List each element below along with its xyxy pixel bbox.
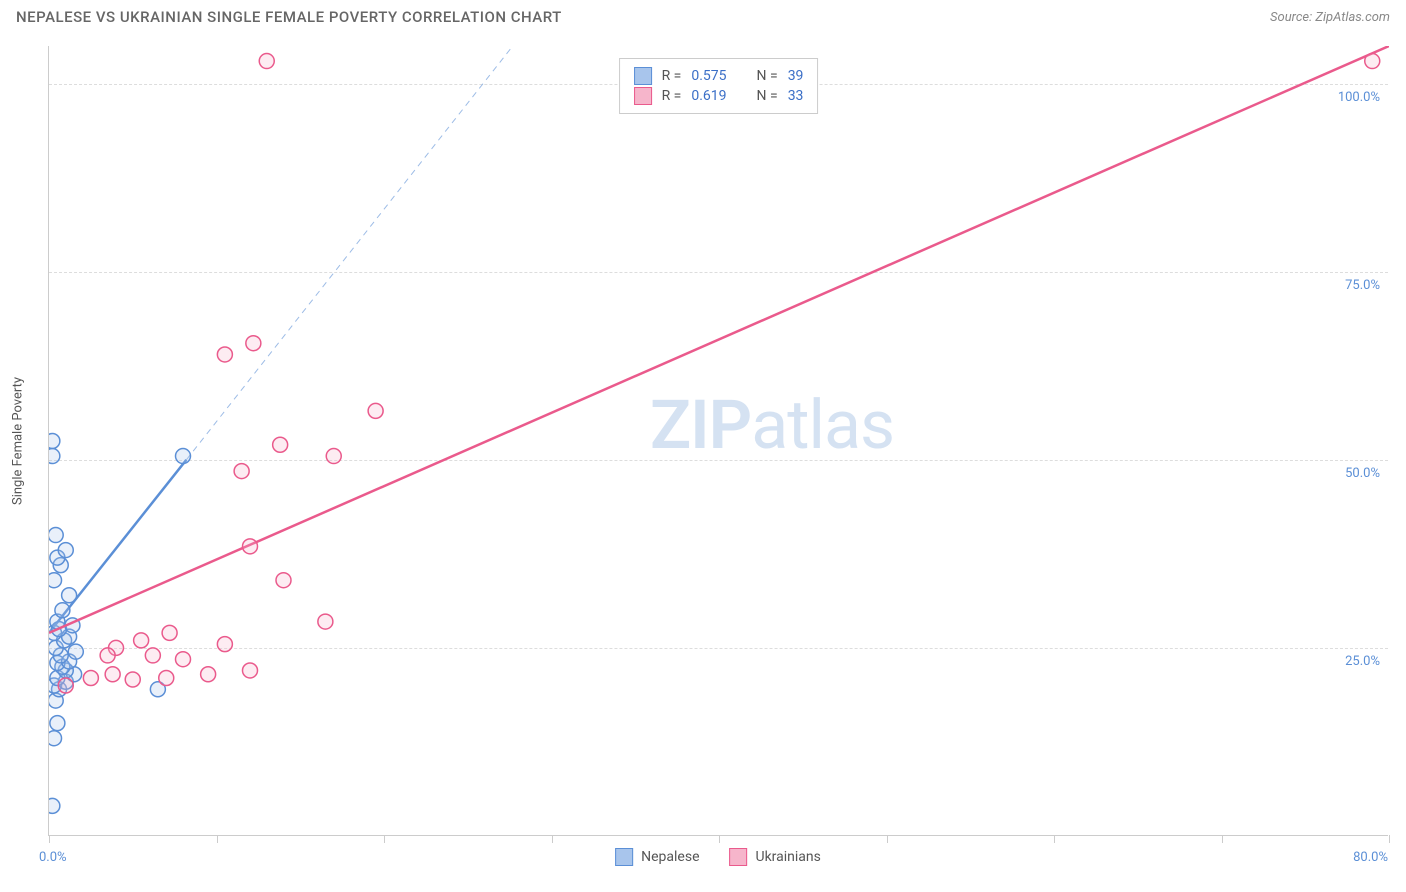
n-label: N = — [757, 88, 778, 104]
y-tick-label: 75.0% — [1345, 278, 1380, 293]
n-value-nepalese: 39 — [788, 68, 804, 84]
y-axis-label: Single Female Poverty — [11, 377, 26, 505]
y-tick-label: 50.0% — [1345, 466, 1380, 481]
watermark-bold: ZIP — [650, 385, 751, 465]
x-tick-label: 0.0% — [39, 850, 67, 865]
n-value-ukrainians: 33 — [788, 88, 804, 104]
legend-correlation: R = 0.575 N = 39 R = 0.619 N = 33 — [619, 58, 819, 114]
swatch-nepalese-icon — [615, 848, 633, 866]
watermark-light: atlas — [751, 385, 894, 465]
x-tick-label: 80.0% — [1353, 850, 1388, 865]
x-tick — [1222, 835, 1223, 843]
x-tick — [887, 835, 888, 843]
legend-row-ukrainians: R = 0.619 N = 33 — [634, 87, 804, 105]
y-tick-label: 25.0% — [1345, 654, 1380, 669]
r-label: R = — [662, 68, 682, 84]
r-label: R = — [662, 88, 682, 104]
x-tick — [1389, 835, 1390, 843]
plot-area: ZIPatlas R = 0.575 N = 39 R = 0.619 N = … — [48, 46, 1388, 836]
legend-label-nepalese: Nepalese — [641, 849, 699, 865]
y-tick-label: 100.0% — [1338, 90, 1380, 105]
x-tick — [1054, 835, 1055, 843]
swatch-ukrainians-icon — [730, 848, 748, 866]
x-tick — [552, 835, 553, 843]
legend-item-ukrainians: Ukrainians — [730, 848, 821, 866]
chart-title: NEPALESE VS UKRAINIAN SINGLE FEMALE POVE… — [16, 8, 562, 26]
chart-container: Single Female Poverty ZIPatlas R = 0.575… — [48, 46, 1388, 836]
x-tick — [49, 835, 50, 843]
gridline — [49, 272, 1388, 273]
watermark: ZIPatlas — [650, 385, 894, 465]
legend-row-nepalese: R = 0.575 N = 39 — [634, 67, 804, 85]
r-value-ukrainians: 0.619 — [691, 88, 726, 104]
gridline — [49, 460, 1388, 461]
chart-source: Source: ZipAtlas.com — [1270, 10, 1390, 25]
swatch-ukrainians — [634, 87, 652, 105]
chart-header: NEPALESE VS UKRAINIAN SINGLE FEMALE POVE… — [0, 0, 1406, 26]
r-value-nepalese: 0.575 — [691, 68, 726, 84]
x-tick — [384, 835, 385, 843]
x-tick — [217, 835, 218, 843]
scatter-svg — [49, 46, 1389, 836]
legend-item-nepalese: Nepalese — [615, 848, 699, 866]
legend-label-ukrainians: Ukrainians — [756, 849, 821, 865]
n-label: N = — [757, 68, 778, 84]
gridline — [49, 648, 1388, 649]
x-tick — [719, 835, 720, 843]
swatch-nepalese — [634, 67, 652, 85]
legend-series: Nepalese Ukrainians — [615, 848, 821, 866]
